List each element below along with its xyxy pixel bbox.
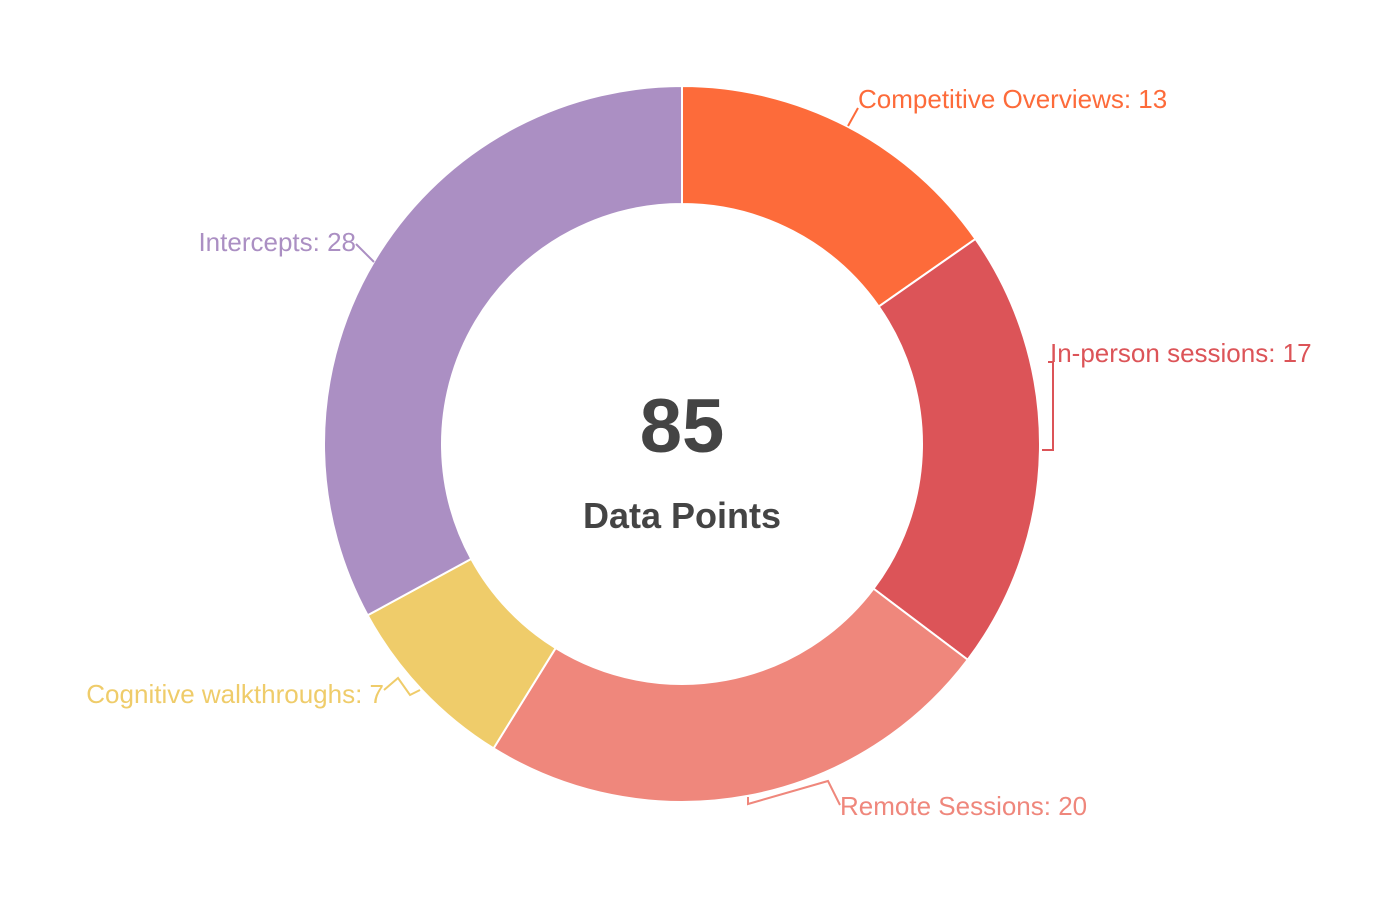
label-competitive-overviews: Competitive Overviews: 13 bbox=[858, 84, 1167, 114]
label-cognitive-walkthroughs: Cognitive walkthroughs: 7 bbox=[86, 679, 384, 709]
slice-labels: Competitive Overviews: 13 In-person sessi… bbox=[86, 84, 1311, 821]
label-leader-lines bbox=[355, 107, 1054, 806]
donut-slices bbox=[323, 84, 1041, 803]
slice-remote-sessions bbox=[492, 587, 970, 803]
label-remote-sessions: Remote Sessions: 20 bbox=[840, 791, 1087, 821]
leader-line-cognitive-walkthroughs bbox=[383, 676, 421, 697]
leader-line-remote-sessions bbox=[747, 779, 841, 806]
slice-intercepts bbox=[323, 84, 683, 617]
leader-line-competitive-overviews bbox=[847, 107, 859, 127]
slice-in-person-sessions bbox=[872, 237, 1041, 662]
label-in-person-sessions: In-person sessions: 17 bbox=[1050, 338, 1312, 368]
label-intercepts: Intercepts: 28 bbox=[198, 227, 356, 257]
center-total-value: 85 bbox=[640, 384, 725, 469]
leader-line-in-person-sessions bbox=[1042, 361, 1054, 451]
leader-line-intercepts bbox=[355, 243, 375, 263]
center-caption: Data Points bbox=[583, 495, 781, 536]
